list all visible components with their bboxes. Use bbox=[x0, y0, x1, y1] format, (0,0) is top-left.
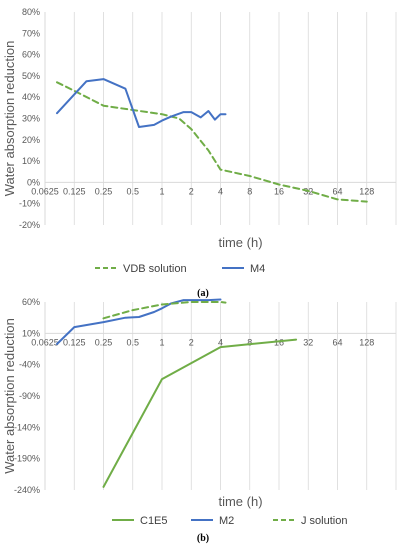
y-tick-label: 20% bbox=[22, 135, 40, 145]
legend-label: VDB solution bbox=[123, 263, 187, 275]
legend-label: M4 bbox=[250, 263, 265, 275]
x-tick-label: 4 bbox=[218, 186, 223, 196]
x-tick-label: 64 bbox=[332, 186, 342, 196]
panel-label: (a) bbox=[197, 288, 209, 299]
y-tick-label: -40% bbox=[19, 360, 40, 370]
y-axis-title: Water absorption reduction bbox=[2, 318, 17, 474]
x-tick-label: 8 bbox=[247, 337, 252, 347]
x-tick-label: 16 bbox=[274, 186, 284, 196]
y-tick-label: 50% bbox=[22, 71, 40, 81]
x-tick-label: 0.25 bbox=[95, 186, 113, 196]
series-line-vdb-solution bbox=[56, 81, 368, 203]
y-tick-label: -240% bbox=[14, 485, 40, 495]
y-tick-label: 80% bbox=[22, 7, 40, 17]
series-line-m4 bbox=[56, 78, 227, 128]
x-tick-label: 0.125 bbox=[63, 186, 86, 196]
y-tick-label: 10% bbox=[22, 328, 40, 338]
x-tick-label: 2 bbox=[189, 186, 194, 196]
x-axis-title: time (h) bbox=[218, 235, 262, 250]
x-tick-label: 64 bbox=[332, 337, 342, 347]
panel-label: (b) bbox=[197, 533, 209, 544]
x-tick-label: 0.0625 bbox=[31, 186, 59, 196]
x-tick-label: 1 bbox=[159, 186, 164, 196]
x-tick-label: 0.0625 bbox=[31, 337, 59, 347]
series-line-c1e5 bbox=[102, 338, 298, 488]
x-tick-label: 4 bbox=[218, 337, 223, 347]
y-tick-label: 70% bbox=[22, 28, 40, 38]
chart-panel-b: -240% -190% -140% -90% -40% 10% 60% 0.0625 0.125… bbox=[2, 297, 397, 544]
x-tick-label: 32 bbox=[303, 337, 313, 347]
legend-label: C1E5 bbox=[140, 515, 168, 527]
x-tick-label: 0.5 bbox=[126, 337, 139, 347]
x-tick-label: 16 bbox=[274, 337, 284, 347]
y-tick-label: 60% bbox=[22, 297, 40, 307]
y-tick-label: -140% bbox=[14, 422, 40, 432]
y-axis-title: Water absorption reduction bbox=[2, 41, 17, 197]
x-tick-label: 1 bbox=[159, 337, 164, 347]
y-tick-label: 30% bbox=[22, 114, 40, 124]
x-tick-label: 0.125 bbox=[63, 337, 86, 347]
y-tick-label: 0% bbox=[27, 177, 40, 187]
x-tick-label: 0.5 bbox=[126, 186, 139, 196]
x-tick-label: 2 bbox=[189, 337, 194, 347]
legend-label: M2 bbox=[219, 515, 234, 527]
x-tick-label: 0.25 bbox=[95, 337, 113, 347]
y-tick-label: -20% bbox=[19, 220, 40, 230]
y-tick-label: 40% bbox=[22, 92, 40, 102]
y-tick-label: 60% bbox=[22, 50, 40, 60]
series-line-m2 bbox=[56, 298, 222, 345]
y-tick-label: -190% bbox=[14, 454, 40, 464]
y-tick-label: -90% bbox=[19, 391, 40, 401]
legend-label: J solution bbox=[301, 515, 347, 527]
x-axis-title: time (h) bbox=[218, 494, 262, 509]
x-tick-label: 128 bbox=[359, 337, 374, 347]
series-line-j-solution bbox=[102, 301, 227, 320]
y-tick-label: 10% bbox=[22, 156, 40, 166]
y-tick-label: -10% bbox=[19, 199, 40, 209]
x-tick-label: 8 bbox=[247, 186, 252, 196]
chart-panel-a: -20% -10% 0% 10% 20% 30% 40% 50% 60% 70% 80% 0.0625… bbox=[2, 7, 397, 299]
x-tick-label: 128 bbox=[359, 186, 374, 196]
